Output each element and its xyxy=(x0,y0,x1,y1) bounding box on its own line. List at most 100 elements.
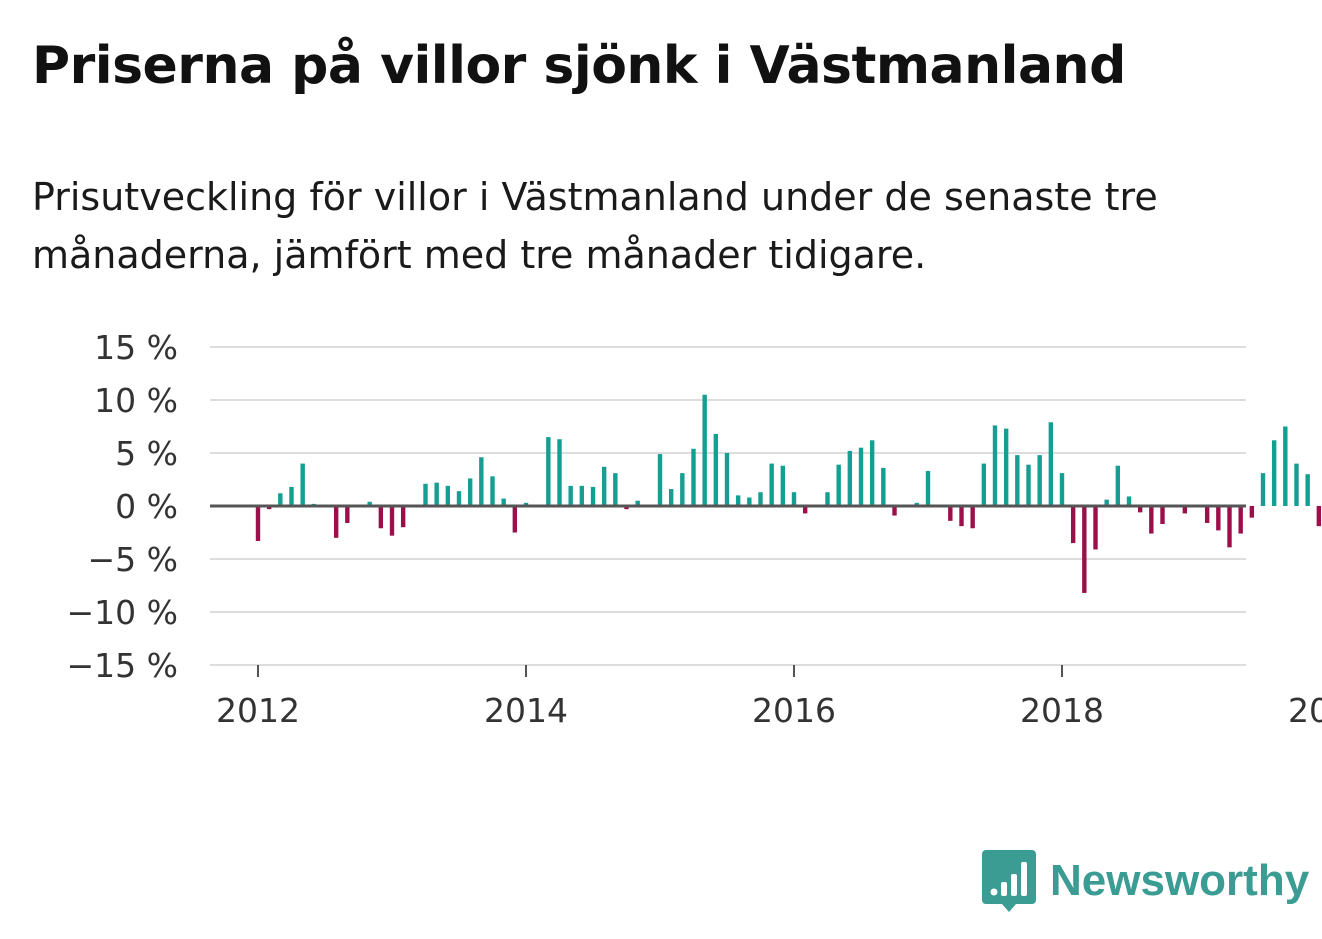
bar[interactable] xyxy=(791,492,797,506)
bar[interactable] xyxy=(490,476,495,506)
bar[interactable] xyxy=(925,471,931,506)
x-tick-label: 2014 xyxy=(484,691,568,730)
y-tick-label: −15 % xyxy=(67,646,179,685)
bar[interactable] xyxy=(1137,506,1143,513)
x-tick-label: 2020 xyxy=(1288,691,1322,730)
newsworthy-logo-icon xyxy=(982,850,1036,912)
bar[interactable] xyxy=(255,506,261,541)
bar[interactable] xyxy=(981,463,987,506)
bar[interactable] xyxy=(1026,464,1031,506)
bar[interactable] xyxy=(702,394,707,506)
bar[interactable] xyxy=(713,433,719,506)
bar[interactable] xyxy=(970,506,975,529)
bar[interactable] xyxy=(1093,506,1098,550)
bar[interactable] xyxy=(1216,506,1221,531)
bar[interactable] xyxy=(333,506,339,538)
bar[interactable] xyxy=(557,439,562,506)
bar[interactable] xyxy=(1238,506,1243,534)
y-tick-label: 15 % xyxy=(94,328,178,367)
bar[interactable] xyxy=(735,495,741,506)
bar[interactable] xyxy=(948,506,953,521)
bar[interactable] xyxy=(568,485,573,506)
x-axis: 20122014201620182020202220242026 xyxy=(216,665,1322,730)
bar[interactable] xyxy=(1048,422,1054,506)
bar[interactable] xyxy=(456,491,462,506)
bar[interactable] xyxy=(825,492,830,506)
bar[interactable] xyxy=(959,506,964,527)
bar[interactable] xyxy=(1260,473,1266,506)
bar[interactable] xyxy=(579,485,585,506)
bar[interactable] xyxy=(1003,428,1009,506)
bar[interactable] xyxy=(1204,506,1210,523)
bar[interactable] xyxy=(1249,506,1255,518)
bar[interactable] xyxy=(1316,506,1322,527)
bar[interactable] xyxy=(479,457,484,506)
bar[interactable] xyxy=(278,493,283,506)
bar[interactable] xyxy=(869,440,875,506)
bar[interactable] xyxy=(1059,473,1065,506)
y-tick-label: 10 % xyxy=(94,381,178,420)
bar[interactable] xyxy=(1160,506,1165,525)
bar[interactable] xyxy=(724,453,730,506)
bar[interactable] xyxy=(680,473,685,506)
bar[interactable] xyxy=(769,463,774,506)
bar[interactable] xyxy=(1115,465,1121,506)
bar[interactable] xyxy=(624,506,629,510)
bar-chart: 15 % 10 % 5 % 0 % −5 % −10 % −15 % 2012 2014 201… xyxy=(67,328,1322,730)
bar[interactable] xyxy=(389,506,395,536)
bar[interactable] xyxy=(1037,455,1042,506)
bar[interactable] xyxy=(1126,496,1132,506)
newsworthy-logo[interactable]: Newsworthy xyxy=(980,848,1309,914)
y-tick-label: 0 % xyxy=(115,487,178,526)
bar[interactable] xyxy=(892,506,897,516)
bar[interactable] xyxy=(802,506,808,514)
x-tick-label: 2012 xyxy=(216,691,300,730)
bar[interactable] xyxy=(467,478,473,506)
bar[interactable] xyxy=(546,437,551,506)
bar[interactable] xyxy=(847,450,853,506)
bar[interactable] xyxy=(836,464,841,506)
bar[interactable] xyxy=(1104,499,1109,506)
chart-subtitle: Prisutveckling för villor i Västmanland … xyxy=(32,175,1158,277)
bar[interactable] xyxy=(289,486,294,506)
bar[interactable] xyxy=(1149,506,1154,534)
bars xyxy=(255,394,1322,593)
bar[interactable] xyxy=(1082,506,1087,593)
bar[interactable] xyxy=(1182,506,1188,514)
bar[interactable] xyxy=(1283,426,1288,507)
bar[interactable] xyxy=(747,497,752,506)
y-axis: 15 % 10 % 5 % 0 % −5 % −10 % −15 % xyxy=(67,328,179,685)
bar[interactable] xyxy=(423,483,428,506)
bar[interactable] xyxy=(691,448,696,506)
bar[interactable] xyxy=(523,502,529,506)
bar[interactable] xyxy=(300,463,305,506)
bar[interactable] xyxy=(501,498,506,506)
bar[interactable] xyxy=(400,506,406,528)
bar[interactable] xyxy=(635,500,640,506)
bar[interactable] xyxy=(590,486,596,506)
bar[interactable] xyxy=(1294,463,1299,506)
bar[interactable] xyxy=(881,467,886,506)
bar[interactable] xyxy=(1271,440,1277,506)
bar[interactable] xyxy=(445,485,451,506)
bar[interactable] xyxy=(434,482,439,506)
bar[interactable] xyxy=(657,454,663,506)
bar[interactable] xyxy=(668,489,674,506)
bar[interactable] xyxy=(758,492,763,506)
bar[interactable] xyxy=(780,465,786,506)
x-tick-label: 2016 xyxy=(752,691,836,730)
bar[interactable] xyxy=(266,506,272,510)
bar[interactable] xyxy=(1070,506,1076,544)
bar[interactable] xyxy=(992,425,998,506)
bar[interactable] xyxy=(378,506,384,529)
bar[interactable] xyxy=(512,506,518,533)
bar[interactable] xyxy=(345,506,350,523)
bar[interactable] xyxy=(1227,506,1232,548)
bar[interactable] xyxy=(601,466,607,506)
bar[interactable] xyxy=(858,447,864,506)
bar[interactable] xyxy=(367,501,372,506)
bar[interactable] xyxy=(914,502,920,506)
bar[interactable] xyxy=(1015,455,1020,506)
bar[interactable] xyxy=(613,473,618,506)
bar[interactable] xyxy=(1305,474,1310,506)
